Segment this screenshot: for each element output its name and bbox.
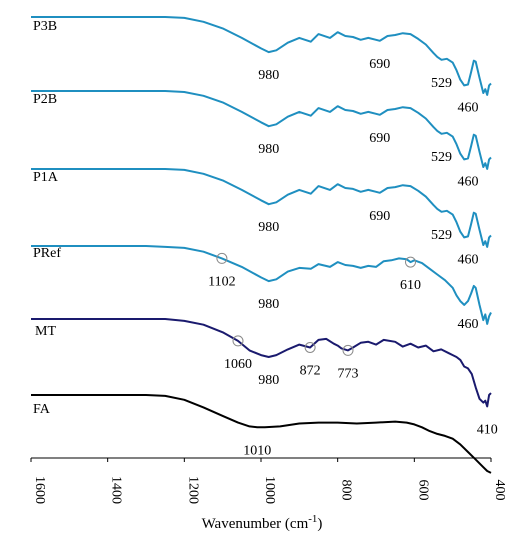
series-line-p1a bbox=[31, 168, 492, 248]
peak-label: 1010 bbox=[243, 443, 271, 458]
series-p2b: P2B 980 690 529 460 bbox=[31, 90, 492, 189]
peak-label: 980 bbox=[258, 373, 279, 388]
peak-marker bbox=[342, 344, 354, 356]
peak-label: 690 bbox=[369, 131, 390, 146]
peak-label: 529 bbox=[431, 76, 452, 91]
series-label-p1a: P1A bbox=[33, 170, 59, 185]
peak-label: 980 bbox=[258, 68, 279, 83]
x-axis-title-superscript: -1 bbox=[308, 513, 317, 525]
x-tick-label: 1600 bbox=[32, 476, 47, 504]
series-label-pref: PRef bbox=[33, 246, 61, 261]
x-axis-title-close: ) bbox=[317, 516, 322, 532]
series-line-p3b bbox=[31, 16, 492, 96]
peak-marker bbox=[304, 342, 316, 353]
series-mt: MT 1060 980 872 773 410 bbox=[31, 318, 498, 437]
series-line-pref bbox=[31, 245, 492, 325]
series-line-fa bbox=[31, 394, 492, 474]
plot-area: P3B 980 690 529 460 P2B 980 690 529 460 P1A 980 690 5… bbox=[31, 16, 498, 474]
series-fa: FA 1010 bbox=[31, 394, 492, 474]
series-p3b: P3B 980 690 529 460 bbox=[31, 16, 492, 116]
peak-label: 529 bbox=[431, 228, 452, 243]
x-tick-label: 1400 bbox=[109, 476, 124, 504]
peak-label: 872 bbox=[300, 364, 321, 379]
series-label-p2b: P2B bbox=[33, 92, 57, 107]
peak-label: 980 bbox=[258, 297, 279, 312]
peak-label: 690 bbox=[369, 57, 390, 72]
peak-label: 690 bbox=[369, 209, 390, 224]
x-axis-ticks: 1600 1400 1200 1000 800 600 400 bbox=[30, 458, 507, 504]
x-axis-title-main: Wavenumber (cm bbox=[202, 516, 309, 532]
peak-label: 1060 bbox=[224, 357, 252, 372]
series-pref: PRef 1102 980 610 460 bbox=[31, 245, 492, 332]
peak-label: 980 bbox=[258, 142, 279, 157]
peak-label: 460 bbox=[458, 101, 479, 116]
peak-label: 529 bbox=[431, 150, 452, 165]
peak-label: 460 bbox=[458, 252, 479, 267]
series-label-mt: MT bbox=[35, 324, 56, 339]
x-tick-label: 800 bbox=[339, 480, 354, 501]
x-tick-label: 1200 bbox=[185, 476, 200, 504]
series-line-mt bbox=[31, 318, 492, 408]
peak-label: 980 bbox=[258, 220, 279, 235]
peak-label: 460 bbox=[458, 317, 479, 332]
x-axis-title: Wavenumber (cm-1) bbox=[202, 513, 323, 532]
x-tick-label: 600 bbox=[415, 480, 430, 501]
peak-label: 610 bbox=[400, 278, 421, 293]
series-label-p3b: P3B bbox=[33, 19, 57, 34]
series-line-p2b bbox=[31, 90, 492, 170]
peak-label: 1102 bbox=[208, 274, 235, 289]
peak-label: 410 bbox=[477, 422, 498, 437]
peak-marker bbox=[405, 256, 416, 268]
series-label-fa: FA bbox=[33, 402, 51, 417]
peak-marker bbox=[216, 252, 228, 264]
peak-marker bbox=[232, 335, 244, 347]
x-tick-label: 400 bbox=[492, 480, 507, 501]
peak-label: 460 bbox=[458, 174, 479, 189]
peak-label: 773 bbox=[338, 366, 359, 381]
series-p1a: P1A 980 690 529 460 bbox=[31, 168, 492, 267]
x-tick-label: 1000 bbox=[262, 476, 277, 504]
